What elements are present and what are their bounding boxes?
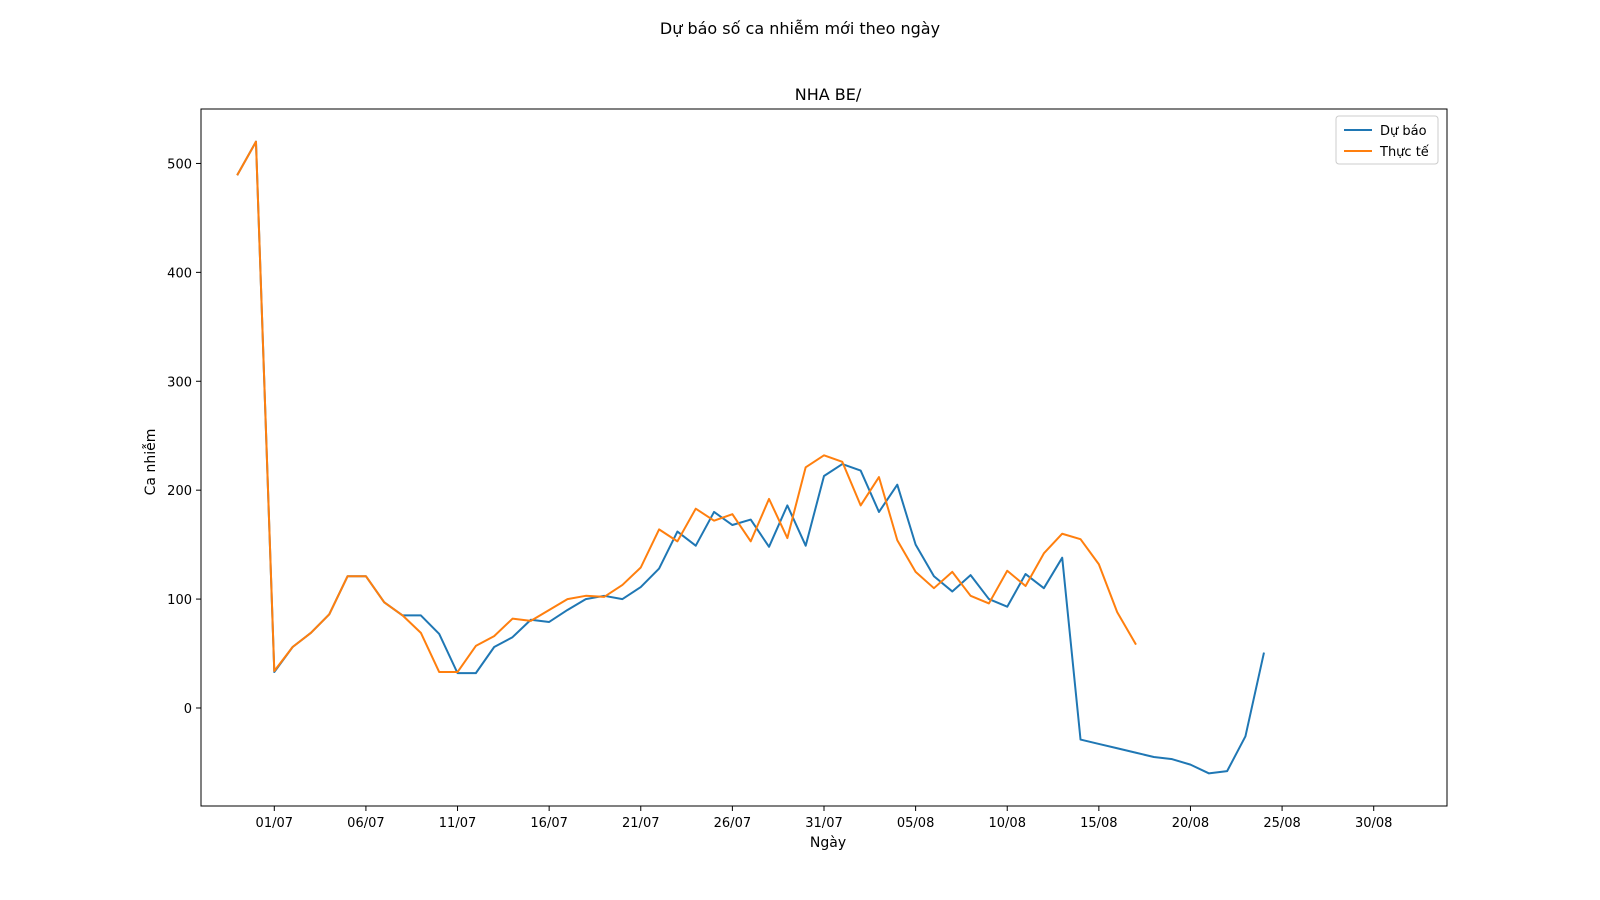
y-tick-label: 500 — [167, 157, 192, 172]
x-tick-label: 01/07 — [256, 816, 293, 831]
y-axis: 0 100 200 300 400 500 — [167, 157, 201, 717]
x-tick-label: 11/07 — [439, 816, 476, 831]
legend-entry-label: Dự báo — [1380, 124, 1427, 139]
series-layer — [236, 140, 1265, 775]
y-tick-label: 400 — [167, 266, 192, 281]
x-tick-label: 20/08 — [1172, 816, 1209, 831]
x-tick-label: 31/07 — [805, 816, 842, 831]
series-line-1 — [236, 140, 1137, 674]
plot-area — [201, 109, 1447, 806]
x-tick-label: 21/07 — [622, 816, 659, 831]
x-axis-label: Ngày — [810, 835, 846, 851]
x-tick-label: 30/08 — [1355, 816, 1392, 831]
y-tick-label: 100 — [167, 593, 192, 608]
plot-background — [201, 109, 1447, 806]
x-tick-label: 10/08 — [989, 816, 1026, 831]
plot-frame — [200, 108, 1448, 807]
figure-suptitle: Dự báo số ca nhiễm mới theo ngày — [660, 19, 940, 38]
x-tick-label: 15/08 — [1080, 816, 1117, 831]
y-tick-label: 200 — [167, 484, 192, 499]
x-tick-label: 26/07 — [714, 816, 751, 831]
chart-title: NHA BE/ — [795, 85, 862, 104]
x-tick-label: 25/08 — [1263, 816, 1300, 831]
legend: Dự báo Thực tế — [1335, 115, 1439, 165]
legend-entry-label: Thực tế — [1379, 145, 1429, 160]
y-axis-label: Ca nhiễm — [142, 429, 159, 496]
x-axis: 01/07 06/07 11/07 16/07 21/07 26/07 31/07 05/08… — [256, 806, 1392, 831]
x-tick-label: 16/07 — [530, 816, 567, 831]
y-tick-label: 0 — [184, 702, 192, 717]
plot-border — [200, 108, 1448, 807]
y-tick-label: 300 — [167, 375, 192, 390]
x-tick-label: 05/08 — [897, 816, 934, 831]
series-line-0 — [236, 140, 1265, 775]
x-tick-label: 06/07 — [347, 816, 384, 831]
